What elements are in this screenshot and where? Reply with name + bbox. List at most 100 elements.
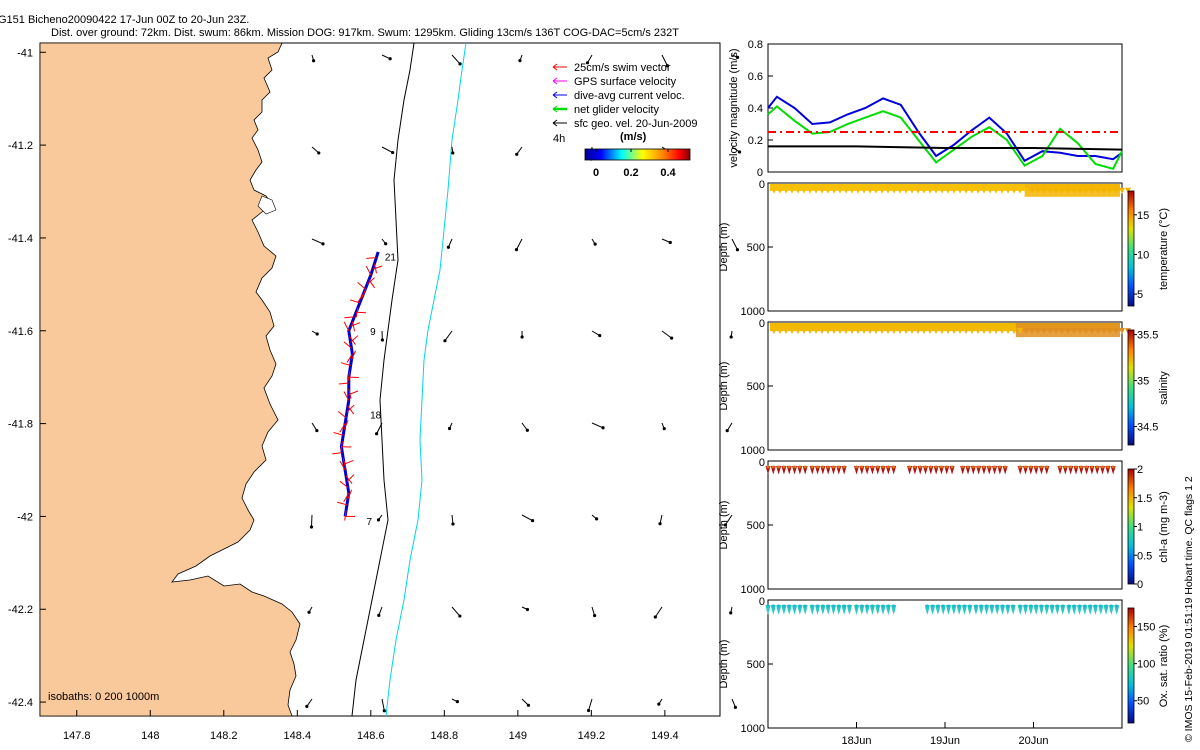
profile-cast bbox=[880, 605, 886, 615]
depth-y-label: Depth (m) bbox=[718, 501, 730, 550]
profile-cast bbox=[1044, 466, 1050, 475]
profile-cast-top bbox=[1061, 604, 1065, 608]
swim-vector bbox=[346, 474, 355, 482]
swim-vector bbox=[349, 336, 356, 345]
profile-cast bbox=[1078, 466, 1084, 475]
swim-vector bbox=[333, 431, 344, 436]
geo-arrow bbox=[661, 54, 668, 66]
profile-swath-tip bbox=[1035, 328, 1041, 335]
profile-cast-top bbox=[782, 604, 786, 608]
geo-arrow-head bbox=[729, 335, 733, 339]
swim-vector bbox=[368, 279, 376, 289]
legend-arrowhead bbox=[552, 119, 558, 127]
profile-swath-tip bbox=[951, 328, 957, 335]
time-axis-ticks: 18Jun 19Jun 20Jun bbox=[842, 722, 1049, 747]
profile-swath-tip bbox=[1095, 328, 1101, 335]
profile-cast-top bbox=[977, 465, 981, 469]
profile-cast bbox=[961, 605, 967, 615]
geo-arrow-head bbox=[447, 426, 452, 431]
geo-arrow bbox=[724, 514, 733, 526]
map-y-tick-label: -41 bbox=[17, 47, 33, 59]
geo-arrow-head bbox=[315, 332, 319, 336]
profile-swath-tip bbox=[849, 187, 855, 194]
profile-cast bbox=[984, 605, 990, 615]
profile-cast bbox=[830, 605, 836, 615]
profile-swath-tip bbox=[1113, 328, 1119, 335]
profile-swath-tip bbox=[873, 187, 879, 194]
geo-arrow bbox=[451, 54, 461, 65]
profile-swath-tip bbox=[1113, 187, 1119, 194]
depth-colorbar-tick-label: 50 bbox=[1137, 696, 1149, 708]
profile-cast-top bbox=[1006, 604, 1010, 608]
profile-cast-top bbox=[837, 465, 841, 469]
swim-vector bbox=[351, 350, 357, 360]
profile-swath-tip bbox=[855, 187, 861, 194]
profile-swath-tip bbox=[777, 328, 783, 335]
profile-cast bbox=[986, 466, 992, 475]
profile-cast bbox=[809, 605, 815, 615]
swim-vector bbox=[365, 265, 372, 276]
profile-swath-tip bbox=[825, 187, 831, 194]
profile-cast-top bbox=[1050, 604, 1054, 608]
depth-colorbar-tick-label: 35 bbox=[1137, 376, 1149, 388]
profile-swath-tip bbox=[1089, 187, 1095, 194]
colorbar-tick-label: 0.2 bbox=[623, 167, 638, 179]
depth-colorbar-tick-label: 1 bbox=[1137, 522, 1143, 534]
profile-cast bbox=[1017, 466, 1023, 475]
map-x-tick-label: 148.6 bbox=[357, 730, 385, 742]
profile-swath-tip bbox=[999, 328, 1005, 335]
profile-swath-tip bbox=[1035, 187, 1041, 194]
legend-arrowhead bbox=[552, 77, 558, 85]
profile-cast bbox=[1073, 466, 1079, 475]
profile-cast-top bbox=[810, 604, 814, 608]
profile-swath-tip bbox=[843, 187, 849, 194]
profile-cast bbox=[973, 605, 979, 615]
profile-cast bbox=[1028, 466, 1034, 475]
profile-swath-tip bbox=[879, 328, 885, 335]
profile-cast bbox=[1044, 605, 1050, 615]
velocity-y-label: velocity magnitude (m/s) bbox=[728, 48, 740, 167]
profile-swath-tip bbox=[1053, 187, 1059, 194]
profile-cast bbox=[846, 605, 852, 615]
profile-swath-tip bbox=[1023, 328, 1029, 335]
swim-vector bbox=[356, 311, 367, 314]
profile-swath-tip bbox=[975, 187, 981, 194]
profile-cast-top bbox=[929, 465, 933, 469]
profile-cast-top bbox=[855, 465, 858, 469]
map-x-tick-label: 149.4 bbox=[651, 730, 679, 742]
geo-arrow-head bbox=[593, 614, 597, 618]
profile-cast-top bbox=[936, 604, 940, 608]
profile-cast-top bbox=[1018, 604, 1022, 608]
profile-cast bbox=[781, 466, 787, 475]
track-day-label: 21 bbox=[385, 253, 397, 264]
profile-swath-tip bbox=[1071, 328, 1077, 335]
depth-y-tick-label: 500 bbox=[747, 659, 765, 671]
track-day-label: 7 bbox=[366, 517, 372, 528]
swim-vector bbox=[337, 501, 348, 506]
profile-cast-top bbox=[831, 604, 835, 608]
geo-arrow-head bbox=[451, 151, 455, 155]
profile-swath-tip bbox=[837, 328, 843, 335]
profile-cast-top bbox=[816, 604, 820, 608]
profile-cast bbox=[1098, 605, 1104, 615]
geo-arrow-head bbox=[657, 702, 661, 706]
time-tick-label: 20Jun bbox=[1019, 735, 1049, 747]
profile-cast-top bbox=[957, 604, 961, 608]
profile-cast-top bbox=[985, 604, 989, 608]
profile-swath-tip bbox=[939, 328, 945, 335]
profile-swath-tip bbox=[981, 187, 987, 194]
geo-arrow bbox=[311, 238, 324, 245]
map-y-tick-label: -41.8 bbox=[8, 419, 33, 431]
profile-cast-top bbox=[966, 465, 970, 469]
profile-cast bbox=[875, 466, 881, 475]
profile-swath-tip bbox=[903, 328, 909, 335]
swim-vector bbox=[357, 282, 366, 290]
profile-cast bbox=[951, 605, 957, 615]
colorbar-bar bbox=[584, 148, 691, 161]
geo-arrow-head bbox=[312, 59, 316, 63]
profile-cast bbox=[875, 605, 881, 615]
geo-arrow bbox=[521, 514, 533, 522]
profile-swath-tip bbox=[1065, 328, 1071, 335]
geo-arrow-head bbox=[451, 522, 455, 526]
geo-arrow bbox=[444, 330, 453, 341]
